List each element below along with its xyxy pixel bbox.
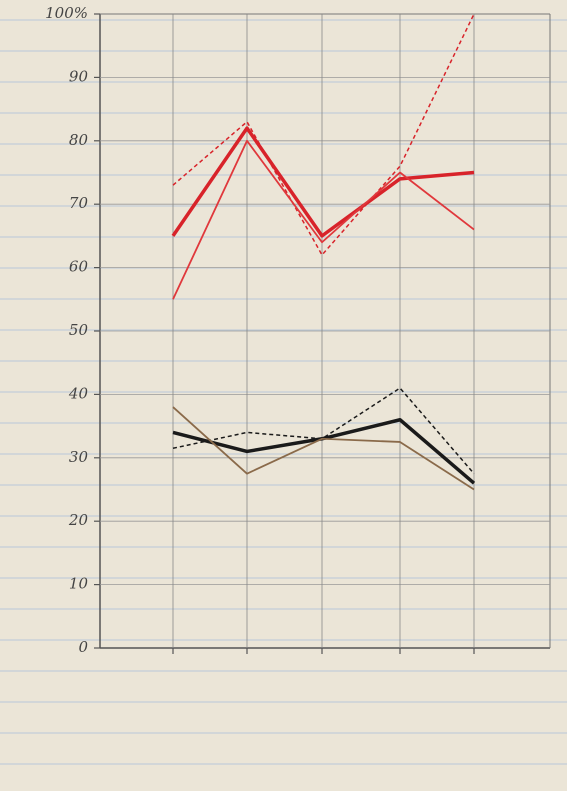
y-tick-label: 80 xyxy=(69,131,89,149)
series-line xyxy=(172,139,475,300)
y-tick-label: 20 xyxy=(68,511,89,529)
y-tick-label: 70 xyxy=(69,194,89,212)
series-line xyxy=(172,406,475,491)
y-tick-label: 50 xyxy=(69,321,89,339)
y-tick-label: 0 xyxy=(78,638,88,656)
y-tick-label: 60 xyxy=(69,258,89,276)
series-line xyxy=(172,13,475,256)
y-tick-label: 90 xyxy=(69,67,89,85)
y-tick-label: 30 xyxy=(69,448,89,466)
y-tick-label: 100% xyxy=(45,4,88,22)
y-tick-label: 40 xyxy=(68,384,89,402)
series-line xyxy=(171,126,475,238)
y-tick-label: 10 xyxy=(69,575,89,593)
